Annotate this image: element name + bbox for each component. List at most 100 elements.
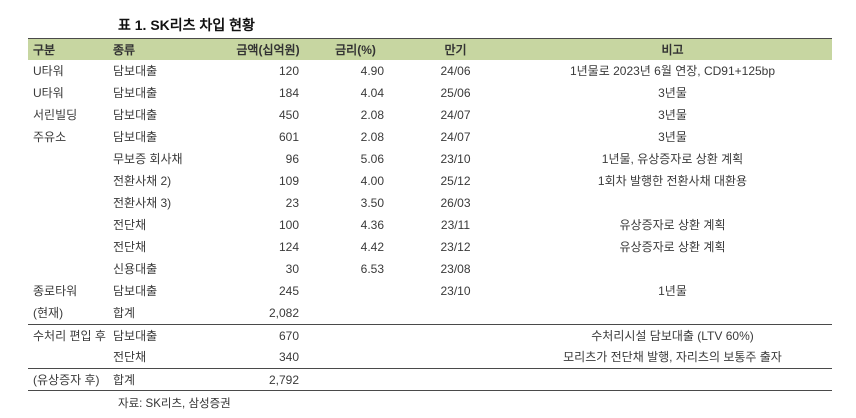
cell-category (28, 214, 108, 236)
cell-maturity: 25/06 (440, 86, 471, 100)
cell-note: 3년물 (658, 108, 687, 122)
header-note: 비고 (661, 43, 684, 57)
header-category: 구분 (33, 43, 56, 57)
cell-rate: 3.50 (360, 196, 384, 210)
cell-category: U타워 (33, 86, 64, 100)
cell-rate: 4.04 (360, 86, 384, 100)
cell-amount: 184 (278, 86, 299, 100)
cell-amount: 109 (278, 174, 299, 188)
cell-category: 주유소 (33, 130, 67, 144)
table-row: 수처리 편입 후 담보대출 670 수처리시설 담보대출 (LTV 60%) (28, 324, 832, 346)
cell-note: 유상증자로 상환 계획 (619, 240, 726, 254)
cell-category (28, 148, 108, 170)
cell-type: 전단채 (113, 240, 147, 254)
cell-note: 1년물로 2023년 6월 연장, CD91+125bp (569, 64, 776, 78)
cell-type: 무보증 회사채 (113, 152, 183, 166)
cell-rate: 2.08 (360, 108, 384, 122)
cell-amount: 124 (278, 240, 299, 254)
cell-type: 합계 (113, 306, 136, 320)
cell-rate (313, 302, 398, 324)
cell-type: 신용대출 (113, 262, 158, 276)
cell-type: 담보대출 (113, 284, 158, 298)
cell-rate: 2.08 (360, 130, 384, 144)
cell-category (28, 236, 108, 258)
table-row: 주유소 담보대출 601 2.08 24/07 3년물 (28, 126, 832, 148)
borrowings-table: 구분 종류 금액(십억원) 금리(%) 만기 비고 U타워 담보대출 120 4.90… (28, 38, 832, 391)
cell-type: 담보대출 (113, 86, 158, 100)
cell-maturity: 23/11 (440, 218, 471, 232)
table-row: 신용대출 30 6.53 23/08 (28, 258, 832, 280)
cell-type: 전환사채 3) (113, 196, 172, 210)
cell-category (28, 258, 108, 280)
cell-note: 수처리시설 담보대출 (LTV 60%) (591, 329, 754, 343)
cell-maturity: 23/10 (440, 284, 471, 298)
cell-type: 담보대출 (113, 108, 158, 122)
cell-maturity: 24/07 (440, 108, 471, 122)
cell-rate (313, 346, 398, 368)
cell-category: 수처리 편입 후 (33, 329, 106, 343)
table-row: 서린빌딩 담보대출 450 2.08 24/07 3년물 (28, 104, 832, 126)
cell-rate: 4.42 (360, 240, 384, 254)
cell-category: 종로타워 (33, 284, 78, 298)
table-row: 전환사채 3) 23 3.50 26/03 (28, 192, 832, 214)
header-rate: 금리(%) (335, 43, 376, 57)
table-row: 전단채 124 4.42 23/12 유상증자로 상환 계획 (28, 236, 832, 258)
table-row: U타워 담보대출 184 4.04 25/06 3년물 (28, 82, 832, 104)
cell-maturity: 23/12 (440, 240, 471, 254)
cell-amount: 120 (278, 64, 299, 78)
cell-maturity: 24/06 (440, 64, 471, 78)
cell-amount: 601 (278, 130, 299, 144)
cell-rate: 4.00 (360, 174, 384, 188)
table-row: 무보증 회사채 96 5.06 23/10 1년물, 유상증자로 상환 계획 (28, 148, 832, 170)
cell-rate (313, 280, 398, 302)
source-note: 자료: SK리츠, 삼성증권 (118, 398, 231, 410)
table-row: 전단채 340 모리츠가 전단채 발행, 자리츠의 보통주 출자 (28, 346, 832, 368)
cell-amount: 30 (285, 262, 299, 276)
cell-rate: 5.06 (360, 152, 384, 166)
cell-type: 담보대출 (113, 64, 158, 78)
cell-amount: 670 (278, 329, 299, 343)
table-row: (현재) 합계 2,082 (28, 302, 832, 324)
cell-type: 담보대출 (113, 130, 158, 144)
table-row: 종로타워 담보대출 245 23/10 1년물 (28, 280, 832, 302)
cell-maturity: 26/03 (440, 196, 471, 210)
cell-category: 서린빌딩 (33, 108, 78, 122)
cell-maturity: 23/10 (440, 152, 471, 166)
cell-maturity (398, 302, 513, 324)
cell-note (513, 258, 832, 280)
cell-note (513, 369, 832, 391)
cell-rate: 4.90 (360, 64, 384, 78)
cell-category (28, 170, 108, 192)
cell-maturity: 25/12 (440, 174, 471, 188)
cell-note (513, 302, 832, 324)
cell-amount: 450 (278, 108, 299, 122)
cell-amount: 245 (278, 284, 299, 298)
table-row: 전단채 100 4.36 23/11 유상증자로 상환 계획 (28, 214, 832, 236)
cell-category: U타워 (33, 64, 64, 78)
cell-amount: 100 (278, 218, 299, 232)
table-header-row: 구분 종류 금액(십억원) 금리(%) 만기 비고 (28, 38, 832, 60)
cell-rate (313, 369, 398, 391)
cell-category (28, 346, 108, 368)
table-row: 전환사채 2) 109 4.00 25/12 1회차 발행한 전환사채 대환용 (28, 170, 832, 192)
cell-maturity (398, 325, 513, 347)
cell-note: 3년물 (658, 130, 687, 144)
cell-type: 합계 (113, 373, 136, 387)
cell-type: 전단채 (113, 218, 147, 232)
header-amount: 금액(십억원) (236, 43, 300, 57)
cell-amount: 96 (285, 152, 299, 166)
cell-maturity: 23/08 (440, 262, 471, 276)
cell-category: (유상증자 후) (33, 373, 100, 387)
cell-amount: 2,082 (268, 306, 299, 320)
cell-rate: 6.53 (360, 262, 384, 276)
cell-note: 1년물, 유상증자로 상환 계획 (601, 152, 744, 166)
cell-maturity (398, 369, 513, 391)
cell-note: 3년물 (658, 86, 687, 100)
cell-maturity: 24/07 (440, 130, 471, 144)
cell-category: (현재) (33, 306, 64, 320)
cell-note (513, 192, 832, 214)
table-row: (유상증자 후) 합계 2,792 (28, 368, 832, 390)
header-maturity: 만기 (444, 43, 467, 57)
cell-type: 전환사채 2) (113, 174, 172, 188)
